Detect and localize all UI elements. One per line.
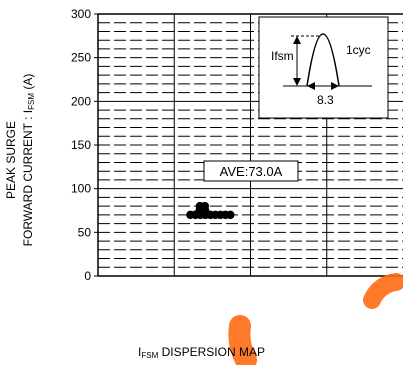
y-tick-label: 250 xyxy=(71,51,91,65)
y-tick-label: 50 xyxy=(78,225,92,239)
y-axis-ticks: 0 50 100 150 200 250 300 xyxy=(71,7,98,283)
y-tick-label: 300 xyxy=(71,7,91,21)
inset-label-ifsm: Ifsm xyxy=(271,49,294,63)
watermark-logo xyxy=(228,273,403,365)
data-point xyxy=(226,210,235,220)
y-tick-label: 150 xyxy=(71,138,91,152)
y-tick-label: 100 xyxy=(71,182,91,196)
average-label: AVE:73.0A xyxy=(220,164,283,179)
inset-label-1cyc: 1cyc xyxy=(346,43,371,57)
inset-label-8-3: 8.3 xyxy=(317,93,334,107)
chart-title: IFSM DISPERSION MAP xyxy=(138,345,265,360)
y-axis-label-line1: PEAK SURGE xyxy=(4,121,18,199)
inset-waveform: Ifsm 1cyc 8.3 xyxy=(258,16,389,119)
data-points xyxy=(186,201,235,220)
y-axis-label-line2: FORWARD CURRENT : IFSM (A) xyxy=(21,74,36,247)
data-point xyxy=(200,201,210,211)
y-axis-label-line2-group: FORWARD CURRENT : IFSM (A) xyxy=(21,74,36,247)
y-tick-label: 0 xyxy=(84,269,91,283)
y-tick-label: 200 xyxy=(71,94,91,108)
average-annotation: AVE:73.0A xyxy=(203,160,299,182)
grid xyxy=(97,13,403,277)
y-axis-label: PEAK SURGE xyxy=(4,121,18,199)
